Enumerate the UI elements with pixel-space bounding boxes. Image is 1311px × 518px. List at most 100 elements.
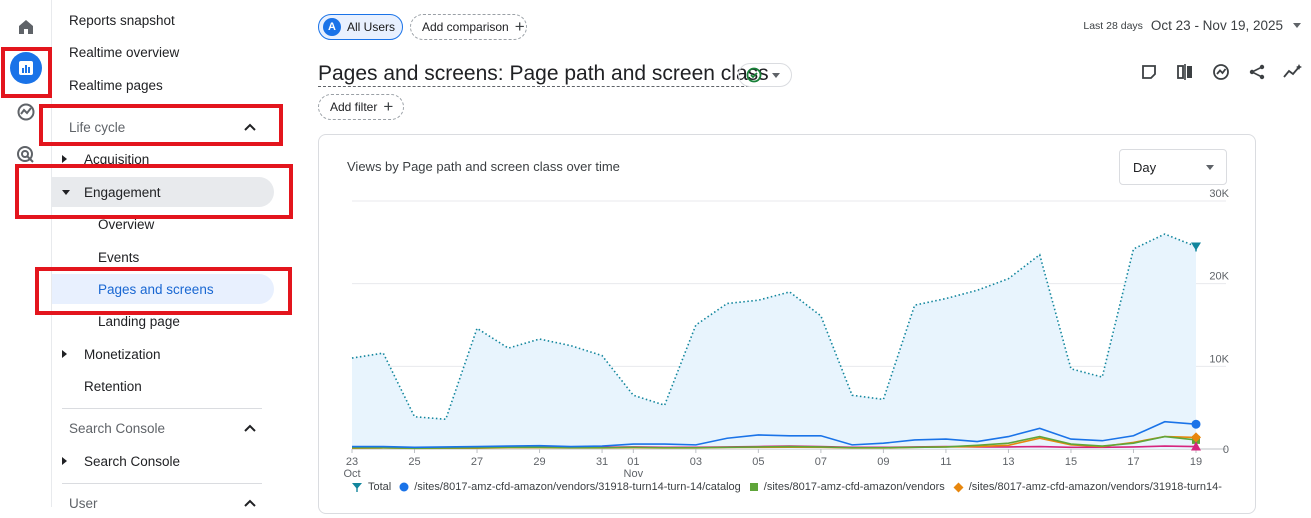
add-comparison-button[interactable]: Add comparison +	[410, 14, 527, 40]
series-line	[352, 420, 1197, 449]
y-tick-label: 10K	[1209, 353, 1229, 365]
x-tick-label: 09	[877, 456, 889, 468]
nav-divider	[62, 408, 262, 409]
total-area	[352, 234, 1196, 449]
compare-icon[interactable]	[1167, 60, 1203, 84]
nav-section-user[interactable]: User	[52, 488, 274, 518]
x-tick-label: 27	[471, 456, 483, 468]
nav-retention[interactable]: Retention	[84, 378, 142, 394]
x-tick-label: 11	[940, 456, 951, 468]
granularity-select[interactable]: Day	[1119, 149, 1227, 185]
nav-acquisition[interactable]: Acquisition	[52, 144, 274, 174]
series-marker	[1191, 432, 1201, 443]
legend-label: /sites/8017-amz-cfd-amazon/vendors	[763, 481, 945, 493]
segment-avatar: A	[323, 18, 341, 36]
x-tick-label: 31	[596, 456, 608, 468]
x-tick-label: 29	[533, 456, 545, 468]
nav-realtime-pages[interactable]: Realtime pages	[69, 77, 163, 93]
nav-overview[interactable]: Overview	[98, 216, 155, 232]
home-icon[interactable]	[10, 11, 42, 43]
page-title: Pages and screens: Page path and screen …	[318, 62, 769, 87]
y-tick-label: 20K	[1209, 271, 1229, 283]
dropdown-arrow-icon	[1293, 23, 1301, 28]
date-range-label: Last 28 days	[1083, 19, 1143, 32]
annotation-icon[interactable]	[1131, 60, 1167, 84]
auto-insights-icon[interactable]	[1275, 60, 1311, 84]
chevron-up-icon	[244, 499, 256, 507]
nav-engagement[interactable]: Engagement	[52, 177, 274, 207]
legend-item[interactable]: /sites/8017-amz-cfd-amazon/vendors/31918…	[953, 481, 1222, 493]
plus-icon: +	[383, 97, 394, 116]
x-tick-sublabel: Nov	[624, 468, 644, 480]
x-tick-label: 19	[1190, 456, 1202, 468]
nav-realtime-overview[interactable]: Realtime overview	[69, 44, 180, 60]
legend-marker-icon	[352, 483, 362, 492]
series-line	[352, 435, 1197, 449]
x-tick-label: 23	[346, 456, 358, 468]
legend-marker-icon	[399, 482, 409, 492]
nav-divider	[62, 104, 262, 105]
x-tick-sublabel: Oct	[343, 468, 360, 480]
nav-search-console[interactable]: Search Console	[52, 446, 274, 476]
chevron-up-icon	[244, 424, 256, 432]
y-tick-label: 0	[1223, 444, 1229, 456]
legend-marker-icon	[749, 483, 758, 491]
chevron-up-icon	[244, 123, 256, 131]
x-tick-label: 17	[1127, 456, 1139, 468]
legend-item[interactable]: /sites/8017-amz-cfd-amazon/vendors	[749, 481, 945, 493]
reports-icon[interactable]	[10, 52, 42, 84]
nav-section-life-cycle[interactable]: Life cycle	[52, 112, 274, 142]
x-tick-label: 25	[408, 456, 420, 468]
series-marker	[1191, 419, 1201, 429]
legend-item[interactable]: Total	[351, 481, 391, 493]
date-range-value: Oct 23 - Nov 19, 2025	[1150, 18, 1283, 33]
nav-divider	[62, 483, 262, 484]
add-filter-label: Add filter	[330, 100, 378, 114]
nav-pages-and-screens[interactable]: Pages and screens	[52, 274, 274, 304]
nav-reports-snapshot[interactable]: Reports snapshot	[69, 12, 175, 28]
x-tick-label: 05	[752, 456, 764, 468]
app-rail	[0, 0, 52, 507]
dropdown-arrow-icon	[772, 72, 780, 78]
caret-right-icon	[62, 350, 67, 358]
data-quality-chip[interactable]	[738, 63, 792, 87]
nav-landing-page[interactable]: Landing page	[98, 313, 180, 329]
plus-icon: +	[514, 17, 525, 36]
check-circle-icon	[746, 67, 762, 83]
legend-label: /sites/8017-amz-cfd-amazon/vendors/31918…	[968, 481, 1222, 493]
nav-monetization[interactable]: Monetization	[52, 339, 274, 369]
chart-card: Views by Page path and screen class over…	[318, 134, 1256, 514]
explore-icon[interactable]	[10, 96, 42, 128]
granularity-value: Day	[1133, 159, 1157, 175]
reports-nav: Reports snapshot Realtime overview Realt…	[52, 0, 292, 511]
series-marker	[1191, 441, 1201, 451]
x-tick-label: 15	[1065, 456, 1077, 468]
caret-right-icon	[62, 155, 67, 163]
insights-icon[interactable]	[1203, 60, 1239, 84]
x-tick-label: 13	[1002, 456, 1014, 468]
caret-right-icon	[62, 457, 67, 465]
nav-events[interactable]: Events	[98, 249, 140, 265]
x-tick-label: 01	[627, 456, 639, 468]
x-tick-label: 07	[815, 456, 827, 468]
segment-chip[interactable]: A All Users	[318, 14, 403, 40]
add-comparison-label: Add comparison	[422, 20, 509, 34]
segment-label: All Users	[347, 20, 396, 34]
report-toolbar	[1131, 60, 1311, 84]
caret-down-icon	[62, 189, 70, 195]
advertising-icon[interactable]	[10, 139, 42, 171]
dropdown-arrow-icon	[1206, 164, 1214, 170]
share-icon[interactable]	[1239, 60, 1275, 84]
nav-section-search-console[interactable]: Search Console	[52, 413, 274, 443]
series-line-total	[351, 233, 1197, 421]
add-filter-button[interactable]: Add filter +	[318, 94, 404, 120]
legend-label: /sites/8017-amz-cfd-amazon/vendors/31918…	[414, 481, 741, 493]
y-tick-label: 30K	[1209, 188, 1229, 200]
chart-title: Views by Page path and screen class over…	[347, 159, 620, 174]
date-range-picker[interactable]: Last 28 days Oct 23 - Nov 19, 2025	[1083, 18, 1301, 33]
legend-item[interactable]: /sites/8017-amz-cfd-amazon/vendors/31918…	[399, 481, 741, 493]
chart-legend: Total/sites/8017-amz-cfd-amazon/vendors/…	[351, 481, 1230, 493]
x-tick-label: 03	[690, 456, 702, 468]
legend-label: Total	[368, 481, 392, 493]
